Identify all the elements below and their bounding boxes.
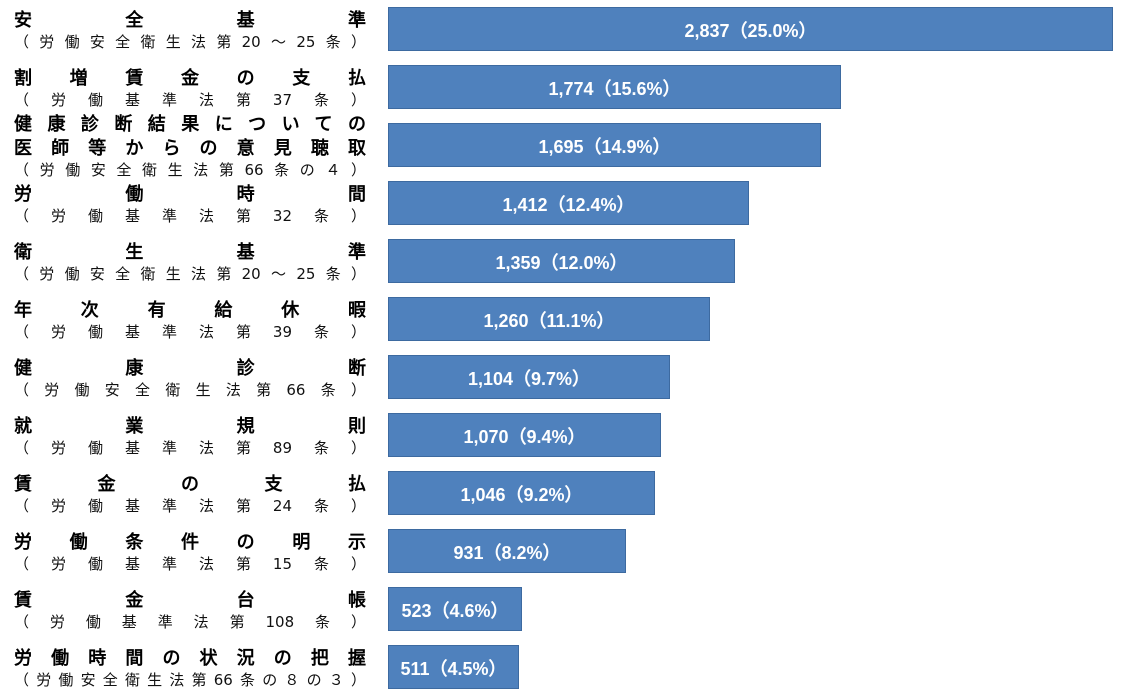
bar-data-label: 1,104（9.7%）	[467, 369, 591, 389]
category-legal-basis: （労働安全衛生法第20～25条）	[14, 264, 366, 283]
category-main-text: 労働時間の状況の把握	[14, 647, 366, 669]
category-label: 年次有給休暇 （労働基準法第39条）	[14, 299, 366, 342]
category-legal-basis: （労働基準法第24条）	[14, 496, 366, 515]
category-label: 労働時間の状況の把握 （労働安全衛生法第66条の８の３）	[14, 647, 366, 690]
category-legal-basis: （労働安全衛生法第66条）	[14, 380, 366, 399]
category-label: 労働時間 （労働基準法第32条）	[14, 183, 366, 226]
category-main-text: 健康診断	[14, 357, 366, 379]
category-main-text: 賃金台帳	[14, 589, 366, 611]
bar-data-label: 511（4.5%）	[400, 659, 507, 679]
bar-data-label: 2,837（25.0%）	[684, 21, 817, 41]
bar	[388, 181, 749, 225]
category-main-text: 健康診断結果についての	[14, 113, 366, 135]
category-label: 安全基準 （労働安全衛生法第20～25条）	[14, 9, 366, 52]
category-main-text: 労働条件の明示	[14, 531, 366, 553]
category-legal-basis: （労働基準法第37条）	[14, 90, 366, 109]
bar	[388, 413, 661, 457]
bar-data-label: 1,359（12.0%）	[495, 253, 628, 273]
category-label: 割増賃金の支払 （労働基準法第37条）	[14, 67, 366, 110]
category-legal-basis: （労働基準法第108条）	[14, 612, 366, 631]
category-main-text: 労働時間	[14, 183, 366, 205]
bar-data-label: 1,260（11.1%）	[483, 311, 615, 331]
category-label: 労働条件の明示 （労働基準法第15条）	[14, 531, 366, 574]
bar-data-label: 1,412（12.4%）	[502, 195, 635, 215]
bar	[388, 239, 735, 283]
category-label: 健康診断結果についての 医師等からの意見聴取 （労働安全衛生法第66条の４）	[14, 113, 366, 180]
category-legal-basis: （労働安全衛生法第66条の４）	[14, 160, 366, 179]
category-label: 賃金台帳 （労働基準法第108条）	[14, 589, 366, 632]
category-label: 健康診断 （労働安全衛生法第66条）	[14, 357, 366, 400]
bar	[388, 297, 710, 341]
bar-data-label: 523（4.6%）	[401, 601, 509, 621]
bar	[388, 7, 1113, 51]
bar	[388, 645, 519, 689]
category-main-text: 衛生基準	[14, 241, 366, 263]
category-label: 衛生基準 （労働安全衛生法第20～25条）	[14, 241, 366, 284]
bar-data-label: 1,070（9.4%）	[463, 427, 586, 447]
category-main-text: 就業規則	[14, 415, 366, 437]
category-legal-basis: （労働基準法第15条）	[14, 554, 366, 573]
category-label: 就業規則 （労働基準法第89条）	[14, 415, 366, 458]
category-main-text: 安全基準	[14, 9, 366, 31]
category-legal-basis: （労働安全衛生法第20～25条）	[14, 32, 366, 51]
bar	[388, 355, 670, 399]
category-legal-basis: （労働基準法第89条）	[14, 438, 366, 457]
bar	[388, 471, 655, 515]
bar-data-label: 1,774（15.6%）	[548, 79, 681, 99]
bar-data-label: 931（8.2%）	[453, 543, 561, 563]
bar	[388, 529, 626, 573]
category-legal-basis: （労働基準法第39条）	[14, 322, 366, 341]
bar	[388, 65, 841, 109]
category-main-text: 医師等からの意見聴取	[14, 137, 366, 159]
category-label: 賃金の支払 （労働基準法第24条）	[14, 473, 366, 516]
category-main-text: 割増賃金の支払	[14, 67, 366, 89]
category-legal-basis: （労働安全衛生法第66条の８の３）	[14, 670, 366, 689]
bar-data-label: 1,046（9.2%）	[460, 485, 583, 505]
category-main-text: 年次有給休暇	[14, 299, 366, 321]
bar-data-label: 1,695（14.9%）	[538, 137, 671, 157]
bar	[388, 123, 821, 167]
category-main-text: 賃金の支払	[14, 473, 366, 495]
bar	[388, 587, 522, 631]
category-legal-basis: （労働基準法第32条）	[14, 206, 366, 225]
